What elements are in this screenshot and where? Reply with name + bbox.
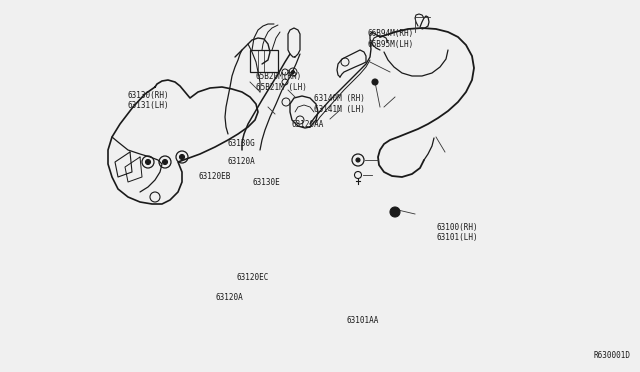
Text: 63120A: 63120A <box>216 293 243 302</box>
Circle shape <box>179 154 184 160</box>
Text: 63130E: 63130E <box>253 178 280 187</box>
Text: 63101AA: 63101AA <box>347 316 380 325</box>
Text: 66B94M(RH)
66B95M(LH): 66B94M(RH) 66B95M(LH) <box>368 29 414 49</box>
Text: 63120A: 63120A <box>227 157 255 166</box>
Circle shape <box>163 160 168 164</box>
Text: 63120AA: 63120AA <box>291 120 324 129</box>
Circle shape <box>356 158 360 162</box>
Text: 63130G: 63130G <box>227 139 255 148</box>
Circle shape <box>145 160 150 164</box>
Circle shape <box>372 79 378 85</box>
Bar <box>250 50 278 72</box>
Text: 63120EB: 63120EB <box>198 172 231 181</box>
Text: 63120EC: 63120EC <box>237 273 269 282</box>
Text: 63140M (RH)
63141M (LH): 63140M (RH) 63141M (LH) <box>314 94 364 114</box>
Text: 63130(RH)
63131(LH): 63130(RH) 63131(LH) <box>128 91 170 110</box>
Circle shape <box>291 71 294 74</box>
Text: R630001D: R630001D <box>593 351 630 360</box>
Text: 63100(RH)
63101(LH): 63100(RH) 63101(LH) <box>436 223 478 242</box>
Text: 65B20M(RH)
65B21M (LH): 65B20M(RH) 65B21M (LH) <box>256 72 307 92</box>
Circle shape <box>390 207 400 217</box>
